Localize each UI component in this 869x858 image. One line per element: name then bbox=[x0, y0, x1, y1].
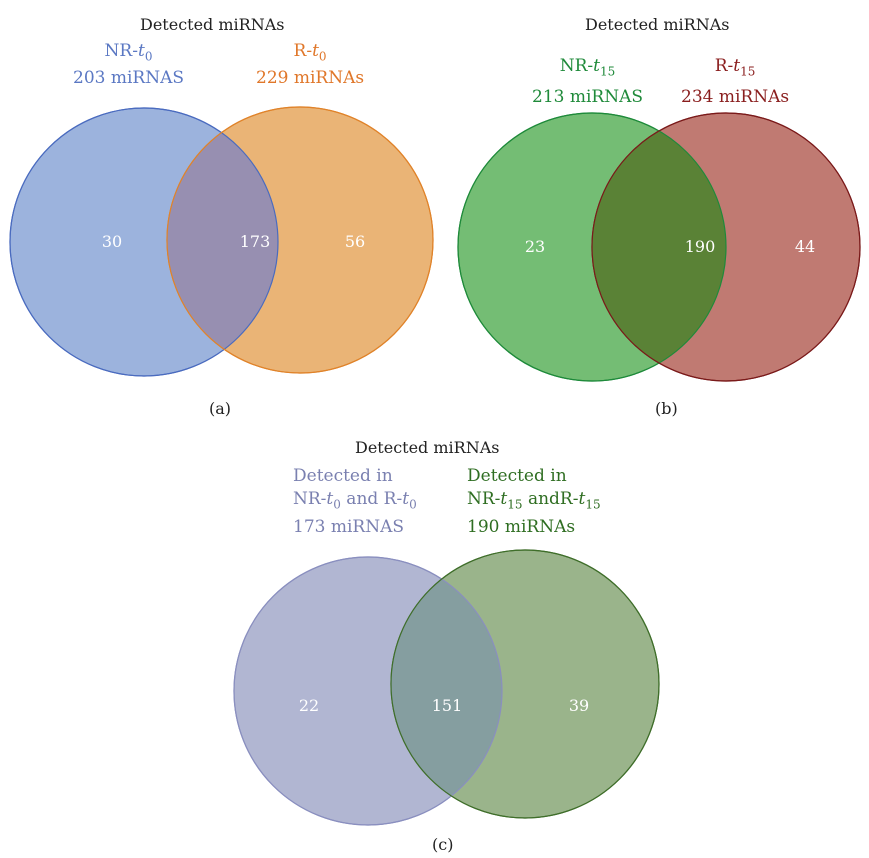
panel-b-left-prefix: NR- bbox=[559, 56, 594, 76]
panel-c-overlap-count: 151 bbox=[432, 696, 463, 715]
panel-a-left-set-label: NR-t0 203 miRNAS bbox=[73, 40, 184, 89]
panel-c-right-line1: Detected in bbox=[467, 466, 567, 486]
panel-c-left-line1: Detected in bbox=[293, 466, 393, 486]
panel-b-left-sub: 15 bbox=[600, 64, 616, 79]
panel-a-left-sub: 0 bbox=[144, 49, 153, 64]
panel-c-left-sub2: 0 bbox=[409, 497, 417, 512]
panel-a-title: Detected miRNAs bbox=[140, 15, 285, 34]
panel-b-left-set-label: NR-t15 213 miRNAS bbox=[532, 55, 643, 108]
panel-a-right-count: 229 miRNAs bbox=[256, 68, 365, 89]
panel-b-overlap-count: 190 bbox=[685, 237, 716, 256]
panel-a-right-prefix: R- bbox=[293, 41, 313, 61]
panel-c-left-set-label: Detected in NR-t0 and R-t0 173 miRNAS bbox=[293, 465, 417, 539]
panel-b-right-var: t bbox=[733, 56, 741, 76]
panel-a-left-count: 203 miRNAS bbox=[73, 68, 185, 89]
panel-b-right-sub: 15 bbox=[740, 64, 756, 79]
panel-c-left-mid: and R- bbox=[340, 489, 403, 509]
panel-a-only-left-count: 30 bbox=[102, 232, 122, 251]
panel-c-left-var1: t bbox=[326, 489, 334, 509]
panel-b-right-set-label: R-t15 234 miRNAs bbox=[681, 55, 789, 108]
panel-c-right-var1: t bbox=[500, 489, 508, 509]
panel-b-left-count: 213 miRNAS bbox=[532, 87, 644, 108]
panel-c-overlap bbox=[391, 557, 502, 818]
panel-a-right-var: t bbox=[312, 41, 319, 61]
panel-a-caption: (a) bbox=[209, 399, 232, 418]
panel-c-left-sub1: 0 bbox=[333, 497, 341, 512]
panel-b-right-prefix: R- bbox=[714, 56, 734, 76]
panel-c-right-var2: t bbox=[578, 489, 586, 509]
panel-b-only-right-count: 44 bbox=[795, 237, 815, 256]
panel-b-right-count: 234 miRNAs bbox=[681, 87, 790, 108]
panel-a-right-set-label: R-t0 229 miRNAs bbox=[256, 40, 364, 89]
panel-c-right-mid: andR- bbox=[522, 489, 579, 509]
panel-b-only-left-count: 23 bbox=[525, 237, 545, 256]
panel-b-title: Detected miRNAs bbox=[585, 15, 730, 34]
panel-b-overlap bbox=[592, 113, 726, 381]
panel-c-right-l2a: NR- bbox=[467, 489, 501, 509]
panel-b-caption: (b) bbox=[655, 399, 678, 418]
panel-a-left-prefix: NR- bbox=[104, 41, 138, 61]
panel-c-left-var2: t bbox=[402, 489, 410, 509]
panel-a-right-sub: 0 bbox=[318, 49, 327, 64]
panel-c-only-left-count: 22 bbox=[299, 696, 319, 715]
panel-c-left-l2a: NR- bbox=[293, 489, 327, 509]
panel-a-left-var: t bbox=[137, 41, 145, 61]
panel-b-left-var: t bbox=[593, 56, 600, 76]
panel-a-overlap bbox=[167, 108, 278, 373]
panel-c-left-line3: 173 miRNAS bbox=[293, 517, 405, 538]
panel-c-right-sub1: 15 bbox=[507, 497, 523, 512]
panel-c-right-set-label: Detected in NR-t15 andR-t15 190 miRNAs bbox=[467, 465, 601, 539]
panel-c-right-line3: 190 miRNAs bbox=[467, 517, 576, 538]
panel-c-title: Detected miRNAs bbox=[355, 438, 500, 457]
panel-c-right-sub2: 15 bbox=[585, 497, 601, 512]
panel-c-caption: (c) bbox=[432, 835, 454, 854]
panel-a-overlap-count: 173 bbox=[240, 232, 271, 251]
panel-a-only-right-count: 56 bbox=[345, 232, 365, 251]
panel-c-only-right-count: 39 bbox=[569, 696, 589, 715]
